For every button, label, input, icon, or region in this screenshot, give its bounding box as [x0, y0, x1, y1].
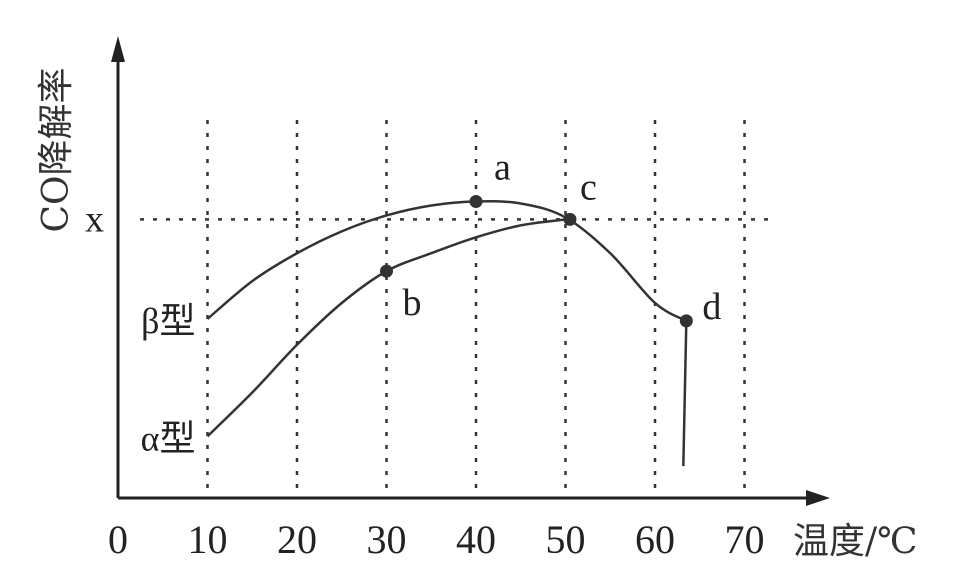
point-label-d: d [702, 286, 721, 328]
x-tick-label: 20 [277, 517, 317, 562]
drop-line [682, 320, 688, 467]
series-label-1: α型 [141, 418, 196, 458]
gridlines [140, 120, 770, 498]
point-c [563, 212, 577, 226]
axes [111, 36, 830, 506]
point-label-b: b [403, 282, 422, 324]
series-curves [206, 200, 688, 467]
x-tick-label: 70 [725, 517, 765, 562]
point-label-a: a [494, 146, 511, 188]
point-label-c: c [580, 166, 597, 208]
series-label-0: β型 [141, 301, 195, 341]
labels: 温度/℃ CO降解率 x 0 10 20 30 40 50 60 70 β型 α型 a b c d [36, 67, 917, 562]
y-reference-label: x [85, 198, 104, 240]
x-tick-label: 50 [546, 517, 586, 562]
x-axis-arrow [806, 490, 830, 506]
series-line-1 [206, 216, 575, 438]
point-a [469, 194, 483, 208]
x-tick-label: 0 [108, 517, 128, 562]
point-b [380, 264, 393, 278]
y-axis-title: CO降解率 [36, 67, 77, 232]
x-axis-title: 温度/℃ [793, 521, 917, 562]
data-points [380, 194, 693, 328]
y-axis-arrow [111, 36, 125, 62]
x-tick-label: 30 [367, 517, 407, 562]
x-tick-label: 10 [188, 517, 228, 562]
x-tick-label: 60 [635, 517, 675, 562]
x-tick-label: 40 [456, 517, 496, 562]
series-line-0 [206, 200, 687, 322]
point-d [679, 314, 693, 328]
